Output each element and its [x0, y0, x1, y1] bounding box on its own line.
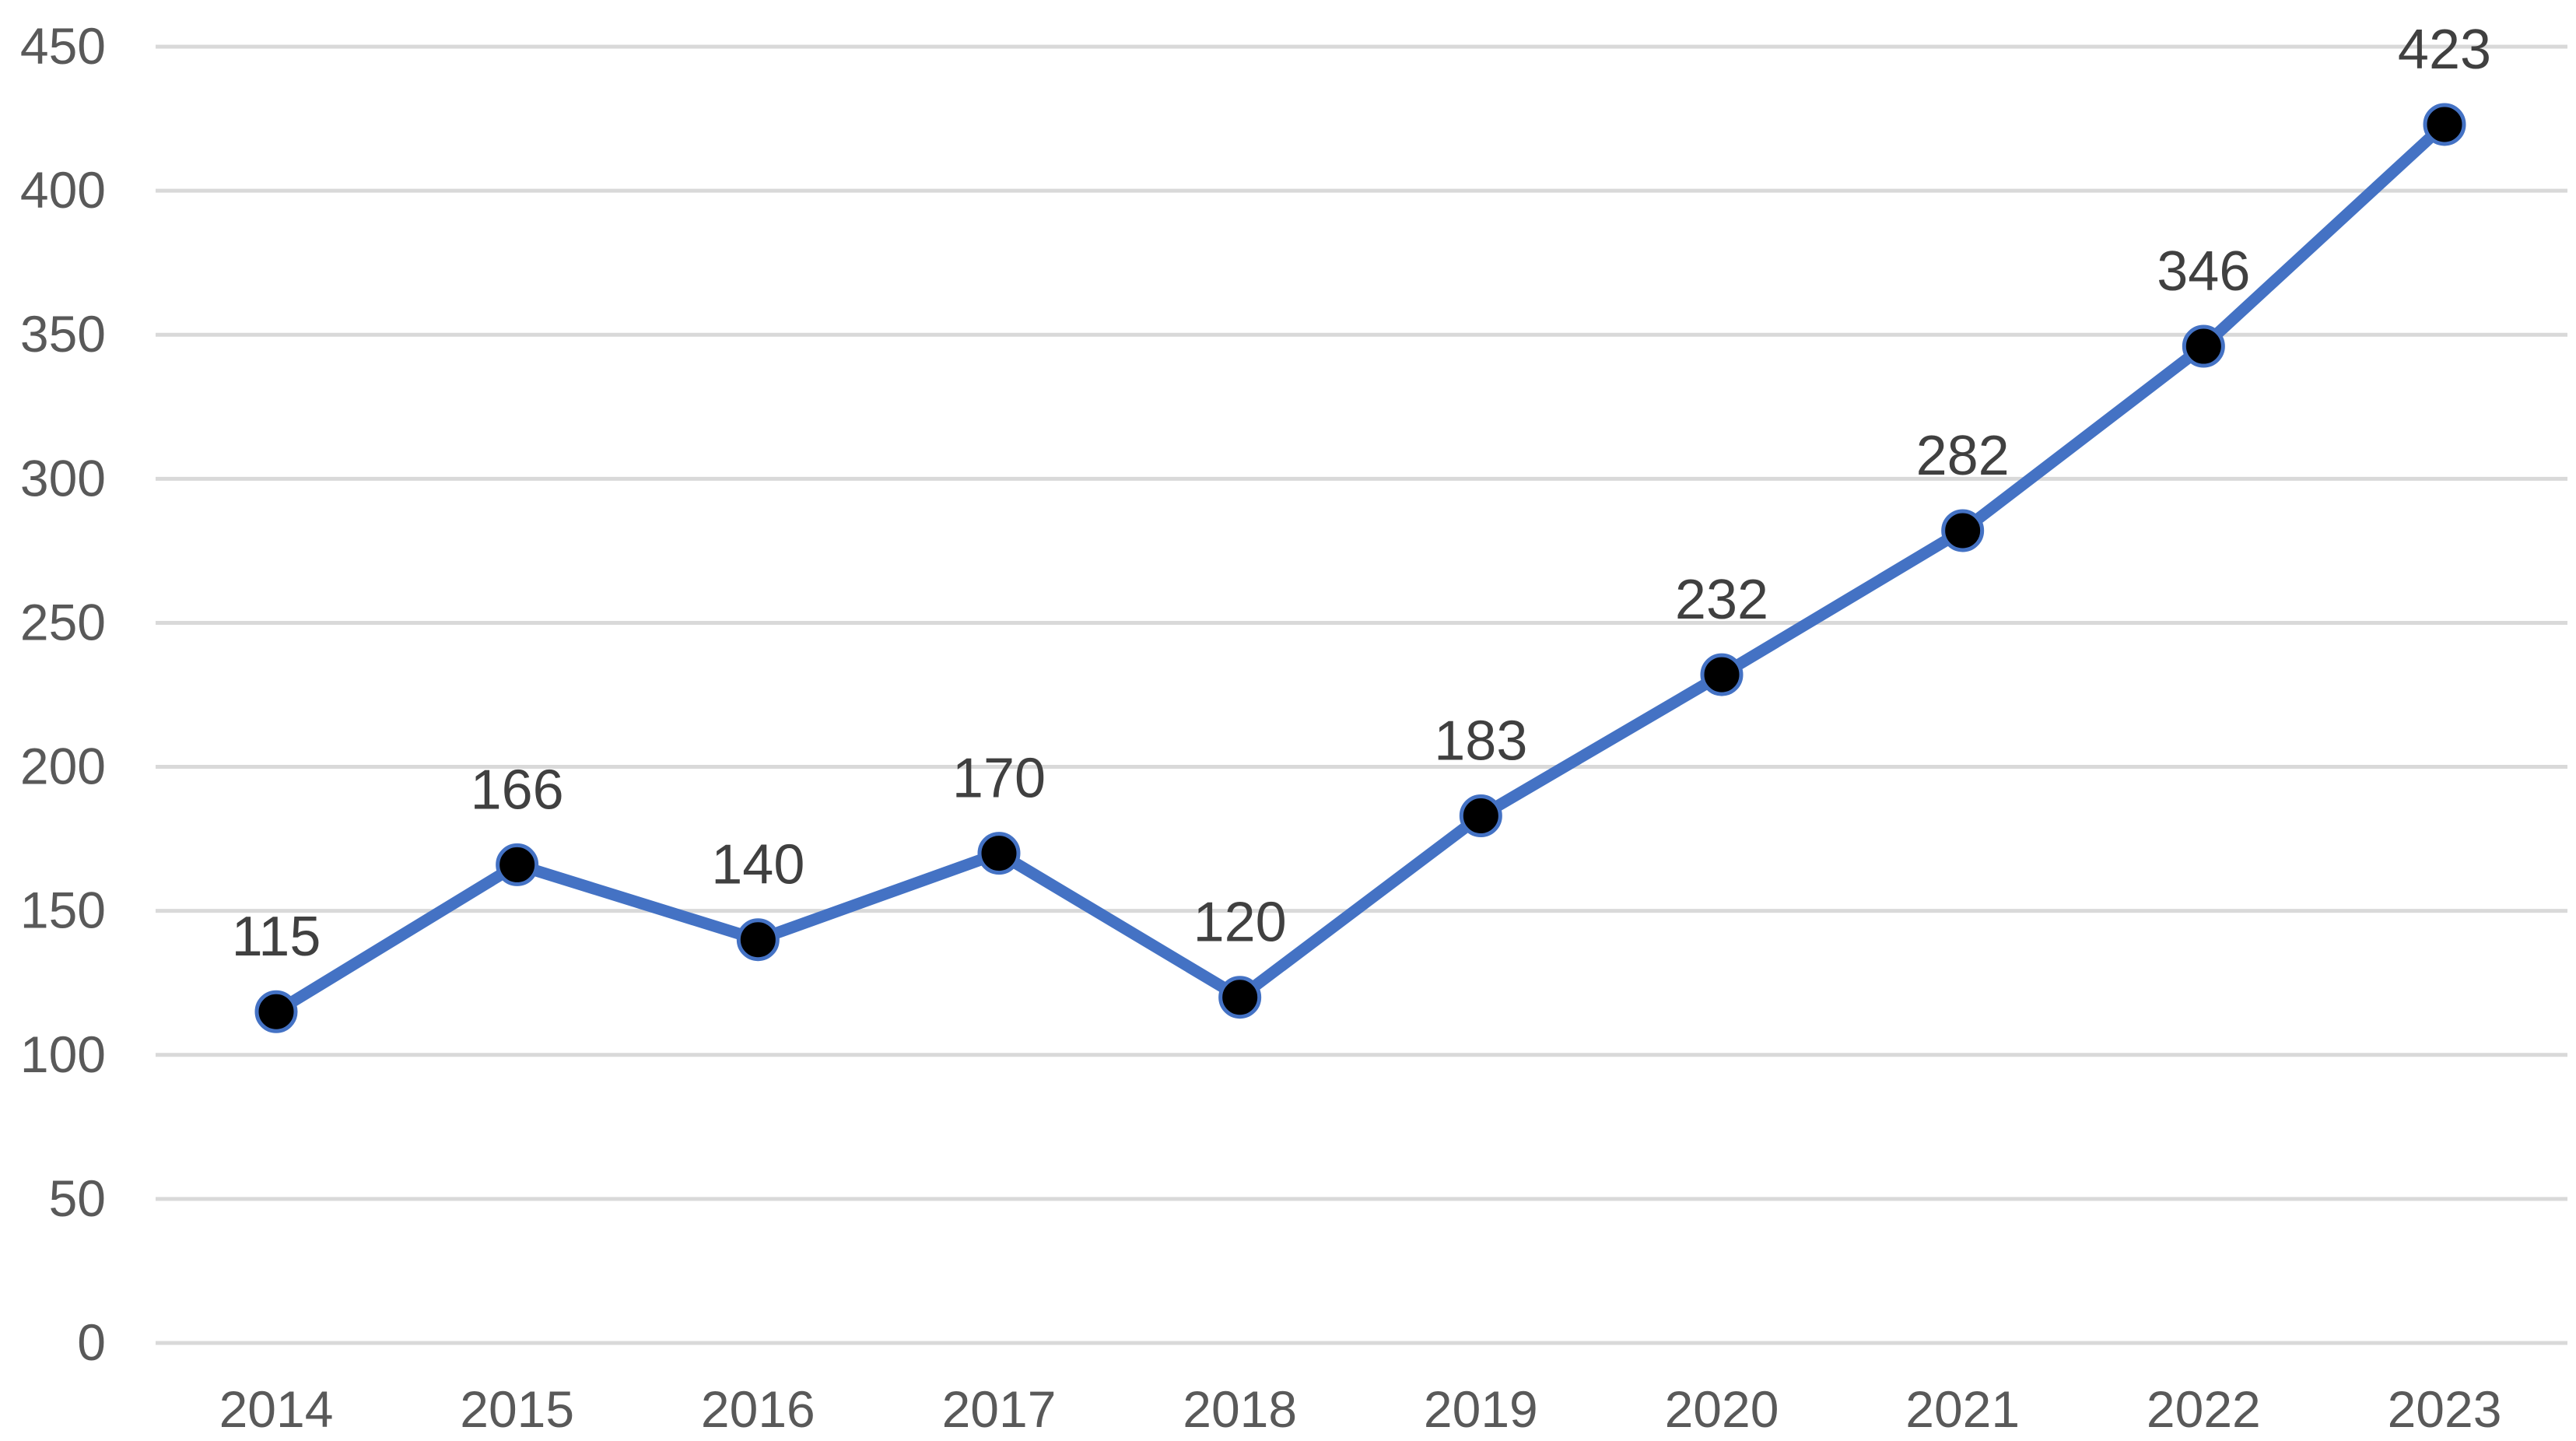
- data-point-2017: [977, 832, 1021, 875]
- x-tick-label-2017: 2017: [942, 1380, 1057, 1438]
- data-point-2018: [1218, 976, 1262, 1019]
- data-point-2015: [496, 843, 539, 886]
- y-tick-label-400: 400: [20, 161, 106, 219]
- y-tick-label-0: 0: [77, 1313, 106, 1371]
- data-labels: 115 166 140 170 120 183 232 282 346 423: [232, 19, 2491, 968]
- data-point-2022: [2182, 324, 2225, 368]
- y-tick-label-250: 250: [20, 593, 106, 650]
- x-axis-ticks: 2014 2015 2016 2017 2018 2019 2020 2021 2022 2023: [219, 1380, 2502, 1438]
- data-point-2016: [736, 918, 780, 962]
- y-tick-label-100: 100: [20, 1026, 106, 1083]
- data-label-2022: 346: [2157, 240, 2250, 303]
- series-layer: [270, 118, 2451, 1018]
- markers: [254, 103, 2466, 1033]
- x-tick-label-2020: 2020: [1665, 1380, 1779, 1438]
- x-tick-label-2016: 2016: [701, 1380, 815, 1438]
- y-tick-label-300: 300: [20, 449, 106, 507]
- data-label-2023: 423: [2398, 19, 2491, 81]
- y-tick-label-350: 350: [20, 305, 106, 363]
- y-tick-label-200: 200: [20, 738, 106, 795]
- data-point-2023: [2423, 103, 2466, 146]
- x-tick-label-2022: 2022: [2147, 1380, 2261, 1438]
- series-line: [270, 118, 2451, 1018]
- data-label-2016: 140: [711, 834, 804, 896]
- x-tick-label-2015: 2015: [460, 1380, 574, 1438]
- data-label-2014: 115: [232, 906, 321, 968]
- data-label-2020: 232: [1675, 569, 1768, 631]
- x-tick-label-2014: 2014: [219, 1380, 334, 1438]
- y-tick-label-450: 450: [20, 17, 106, 75]
- y-axis-ticks: 0 50 100 150 200 250 300 350 400 450: [20, 17, 106, 1371]
- data-point-2019: [1459, 794, 1502, 837]
- data-label-2017: 170: [952, 748, 1046, 810]
- x-tick-label-2019: 2019: [1424, 1380, 1538, 1438]
- x-tick-label-2023: 2023: [2388, 1380, 2502, 1438]
- data-point-2014: [254, 990, 298, 1033]
- data-label-2019: 183: [1434, 710, 1527, 772]
- x-tick-label-2018: 2018: [1183, 1380, 1297, 1438]
- y-tick-label-50: 50: [49, 1169, 106, 1227]
- data-label-2015: 166: [471, 759, 564, 821]
- data-label-2018: 120: [1193, 892, 1287, 954]
- gridlines: [156, 44, 2567, 1345]
- data-label-2021: 282: [1916, 425, 2010, 487]
- x-tick-label-2021: 2021: [1905, 1380, 2020, 1438]
- data-point-2021: [1941, 509, 1985, 552]
- data-point-2020: [1700, 653, 1744, 696]
- y-tick-label-150: 150: [20, 882, 106, 939]
